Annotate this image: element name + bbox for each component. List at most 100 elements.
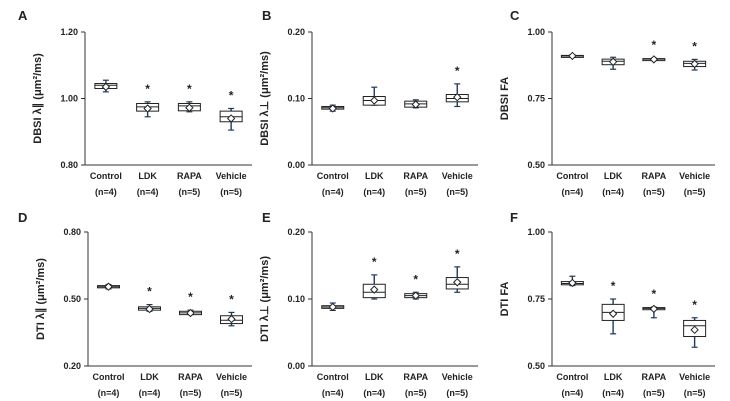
- y-tick-label: 0.80: [63, 227, 81, 237]
- category-label: Control: [556, 171, 588, 181]
- sample-size-label: (n=5): [446, 187, 468, 197]
- panel-letter: E: [262, 210, 271, 225]
- mean-marker: [411, 100, 420, 109]
- category-label: Control: [317, 372, 349, 382]
- box-ldk: *: [601, 279, 625, 335]
- category-label: LDK: [365, 171, 384, 181]
- y-tick-label: 1.20: [60, 27, 78, 37]
- category-label: Vehicle: [679, 372, 710, 382]
- sample-size-label: (n=4): [363, 187, 385, 197]
- mean-marker: [104, 282, 113, 291]
- box-control: [560, 51, 584, 61]
- category-label: Vehicle: [216, 372, 247, 382]
- panel-letter: B: [262, 8, 271, 23]
- y-axis-title: DBSI λ∥ (μm²/ms): [32, 53, 44, 144]
- y-tick-label: 1.00: [527, 27, 545, 37]
- category-label: RAPA: [178, 372, 203, 382]
- mean-marker: [453, 278, 462, 287]
- sample-size-label: (n=5): [643, 388, 665, 398]
- sample-size-label: (n=4): [602, 187, 624, 197]
- box-ldk: *: [138, 285, 161, 314]
- y-axis-title: DTI λ⊥ (μm²/ms): [259, 256, 271, 342]
- significance-star: *: [145, 82, 150, 96]
- significance-star: *: [611, 279, 616, 293]
- sample-size-label: (n=4): [95, 187, 117, 197]
- sample-size-label: (n=4): [137, 187, 159, 197]
- sample-size-label: (n=4): [322, 388, 344, 398]
- box-control: [94, 79, 118, 93]
- significance-star: *: [455, 247, 460, 261]
- y-tick-label: 1.00: [60, 94, 78, 104]
- box-vehicle: *: [683, 298, 707, 348]
- panel-letter: A: [18, 8, 28, 23]
- category-label: RAPA: [641, 372, 666, 382]
- category-label: LDK: [604, 171, 623, 181]
- sample-size-label: (n=5): [446, 388, 468, 398]
- significance-star: *: [455, 64, 460, 78]
- significance-star: *: [413, 272, 418, 286]
- y-axis-title: DBSI FA: [499, 77, 511, 120]
- y-tick-label: 0.75: [527, 294, 545, 304]
- category-label: Vehicle: [442, 171, 473, 181]
- box-rapa: *: [642, 287, 666, 319]
- significance-star: *: [692, 298, 697, 312]
- significance-star: *: [187, 82, 192, 96]
- sample-size-label: (n=4): [322, 187, 344, 197]
- mean-marker: [145, 304, 154, 314]
- box-control: [560, 275, 584, 288]
- category-label: RAPA: [641, 171, 666, 181]
- y-tick-label: 0.20: [287, 227, 305, 237]
- mean-marker: [101, 82, 111, 92]
- mean-marker: [185, 103, 194, 113]
- category-label: RAPA: [177, 171, 202, 181]
- y-tick-label: 0.10: [287, 94, 305, 104]
- mean-marker: [568, 51, 577, 61]
- y-tick-label: 0.00: [287, 361, 305, 371]
- significance-star: *: [188, 290, 193, 304]
- sample-size-label: (n=4): [139, 388, 161, 398]
- sample-size-label: (n=5): [405, 388, 427, 398]
- mean-marker: [411, 291, 420, 300]
- mean-marker: [227, 314, 236, 324]
- panel-a: A 0.80 1.00 1.20 DBSI λ∥ (μm²/ms) Control (n=4…: [18, 8, 252, 197]
- box-vehicle: *: [219, 88, 243, 131]
- box-control: [321, 302, 345, 312]
- sample-size-label: (n=4): [602, 388, 624, 398]
- sample-size-label: (n=5): [221, 388, 243, 398]
- mean-marker: [226, 114, 236, 123]
- sample-size-label: (n=4): [98, 388, 120, 398]
- mean-marker: [690, 325, 699, 335]
- box-control: [321, 104, 345, 113]
- mean-marker: [186, 308, 195, 318]
- box-ldk: *: [362, 255, 386, 300]
- category-label: Control: [556, 372, 588, 382]
- sample-size-label: (n=5): [220, 187, 242, 197]
- significance-star: *: [147, 285, 152, 299]
- significance-star: *: [652, 287, 657, 301]
- y-tick-label: 0.00: [287, 160, 305, 170]
- y-tick-label: 0.75: [527, 94, 545, 104]
- y-axis-title: DBSI λ⊥ (μm²/ms): [259, 51, 271, 146]
- box-rapa: *: [404, 272, 428, 300]
- panel-letter: F: [510, 210, 518, 225]
- mean-marker: [649, 55, 659, 64]
- category-label: RAPA: [403, 171, 428, 181]
- box-rapa: [404, 99, 428, 109]
- mean-marker: [690, 59, 699, 69]
- mean-marker: [370, 96, 379, 105]
- significance-star: *: [652, 38, 657, 52]
- box-vehicle: *: [683, 39, 707, 71]
- mean-marker: [328, 302, 337, 312]
- box-ldk: *: [136, 82, 160, 118]
- y-tick-label: 0.10: [287, 294, 305, 304]
- box-rapa: *: [642, 38, 666, 64]
- box-rapa: *: [177, 82, 201, 113]
- panel-b: B 0.00 0.10 0.20 DBSI λ⊥ (μm²/ms) Control (n=4…: [259, 8, 478, 197]
- panel-c: C 0.50 0.75 1.00 DBSI FA Control (n=4) LDK (n=4)…: [499, 8, 715, 197]
- category-label: Vehicle: [216, 171, 247, 181]
- category-label: LDK: [140, 372, 159, 382]
- category-label: Control: [90, 171, 122, 181]
- mean-marker: [649, 304, 659, 314]
- box-vehicle: *: [220, 292, 243, 327]
